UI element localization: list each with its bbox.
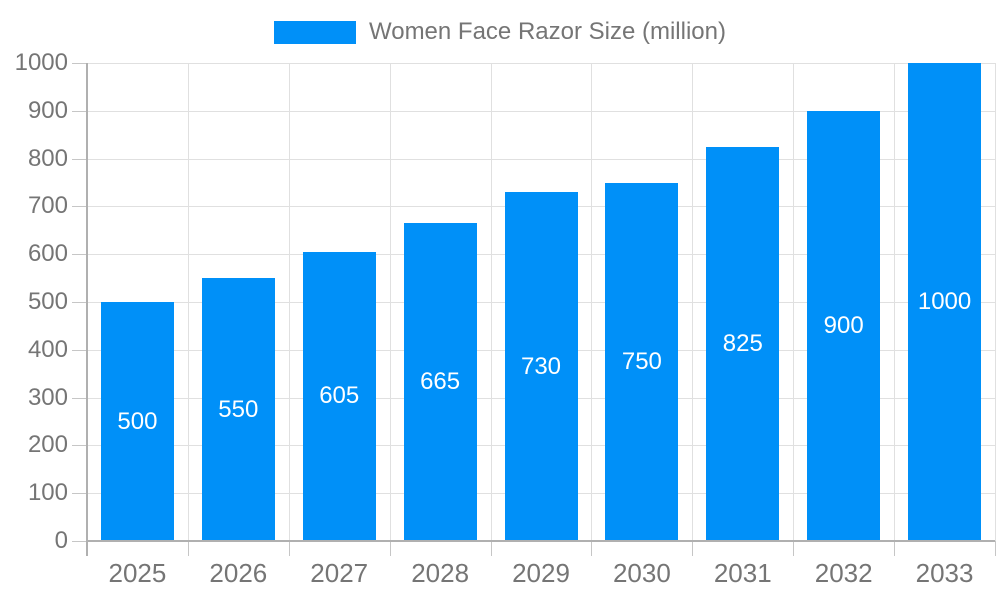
legend-swatch: [274, 20, 356, 44]
y-tick-label: 1000: [14, 49, 68, 76]
bar[interactable]: [504, 192, 578, 541]
bar[interactable]: [706, 146, 780, 541]
y-axis-line: [86, 63, 88, 556]
bar[interactable]: [302, 251, 376, 541]
bar-value-label: 1000: [917, 288, 972, 315]
y-tick-label: 200: [27, 431, 68, 459]
x-tick-label: 2033: [915, 558, 974, 588]
x-tick-label: 2028: [411, 558, 470, 588]
bar[interactable]: [807, 110, 881, 541]
legend-label: Women Face Razor Size (million): [369, 18, 726, 45]
gridline-vertical: [187, 63, 189, 541]
y-tick-label: 700: [27, 192, 68, 220]
x-tick-mark: [793, 541, 795, 556]
x-tick-mark: [187, 541, 189, 556]
y-tick-label: 500: [27, 288, 68, 315]
y-tick-mark: [72, 302, 87, 303]
bar-value-label: 825: [722, 329, 763, 357]
gridline-vertical: [692, 63, 694, 541]
y-tick-mark: [72, 158, 87, 160]
y-tick-mark: [72, 493, 87, 495]
y-tick-label: 600: [27, 240, 68, 268]
x-tick-label: 2027: [310, 558, 369, 588]
y-tick-mark: [72, 541, 87, 542]
y-tick-label: 400: [27, 335, 68, 363]
x-tick-mark: [894, 541, 896, 556]
gridline-vertical: [894, 63, 896, 541]
bar-value-label: 665: [420, 368, 461, 396]
gridline-vertical: [995, 63, 996, 541]
bar-value-label: 900: [823, 311, 864, 339]
bar[interactable]: [403, 223, 477, 541]
x-tick-label: 2030: [612, 558, 671, 588]
bar-value-label: 730: [520, 352, 562, 380]
y-tick-label: 0: [54, 527, 68, 554]
gridline-vertical: [591, 63, 593, 541]
bar[interactable]: [201, 278, 275, 541]
bar[interactable]: [908, 63, 982, 541]
y-tick-mark: [72, 397, 87, 399]
y-tick-mark: [72, 63, 87, 64]
y-tick-mark: [72, 110, 87, 112]
x-tick-label: 2025: [108, 558, 167, 588]
bar-value-label: 550: [218, 395, 259, 423]
x-tick-mark: [288, 541, 290, 556]
y-tick-label: 300: [27, 383, 68, 411]
gridline-vertical: [389, 63, 391, 541]
y-tick-mark: [72, 254, 87, 256]
gridline-horizontal: [87, 63, 995, 64]
x-tick-label: 2029: [512, 558, 570, 588]
x-tick-label: 2026: [209, 558, 268, 588]
bar[interactable]: [605, 182, 679, 541]
x-tick-label: 2032: [814, 558, 873, 588]
gridline-vertical: [288, 63, 290, 541]
x-tick-mark: [995, 541, 996, 556]
bar-value-label: 750: [621, 347, 662, 375]
y-tick-label: 800: [27, 144, 68, 172]
legend[interactable]: Women Face Razor Size (million): [0, 18, 1000, 46]
y-tick-mark: [72, 206, 87, 208]
bar-value-label: 605: [319, 382, 360, 410]
x-tick-mark: [490, 541, 492, 556]
x-tick-label: 2031: [713, 558, 772, 588]
x-tick-mark: [591, 541, 593, 556]
y-tick-label: 100: [27, 479, 68, 507]
gridline-horizontal: [87, 158, 995, 160]
bar-value-label: 500: [117, 407, 158, 435]
x-tick-mark: [692, 541, 694, 556]
x-axis-line: [87, 540, 995, 542]
bar[interactable]: [100, 302, 174, 541]
gridline-horizontal: [87, 110, 995, 112]
gridline-vertical: [793, 63, 795, 541]
y-tick-mark: [72, 445, 87, 447]
y-tick-mark: [72, 349, 87, 351]
x-tick-mark: [389, 541, 391, 556]
gridline-vertical: [490, 63, 492, 541]
y-tick-label: 900: [27, 96, 68, 124]
